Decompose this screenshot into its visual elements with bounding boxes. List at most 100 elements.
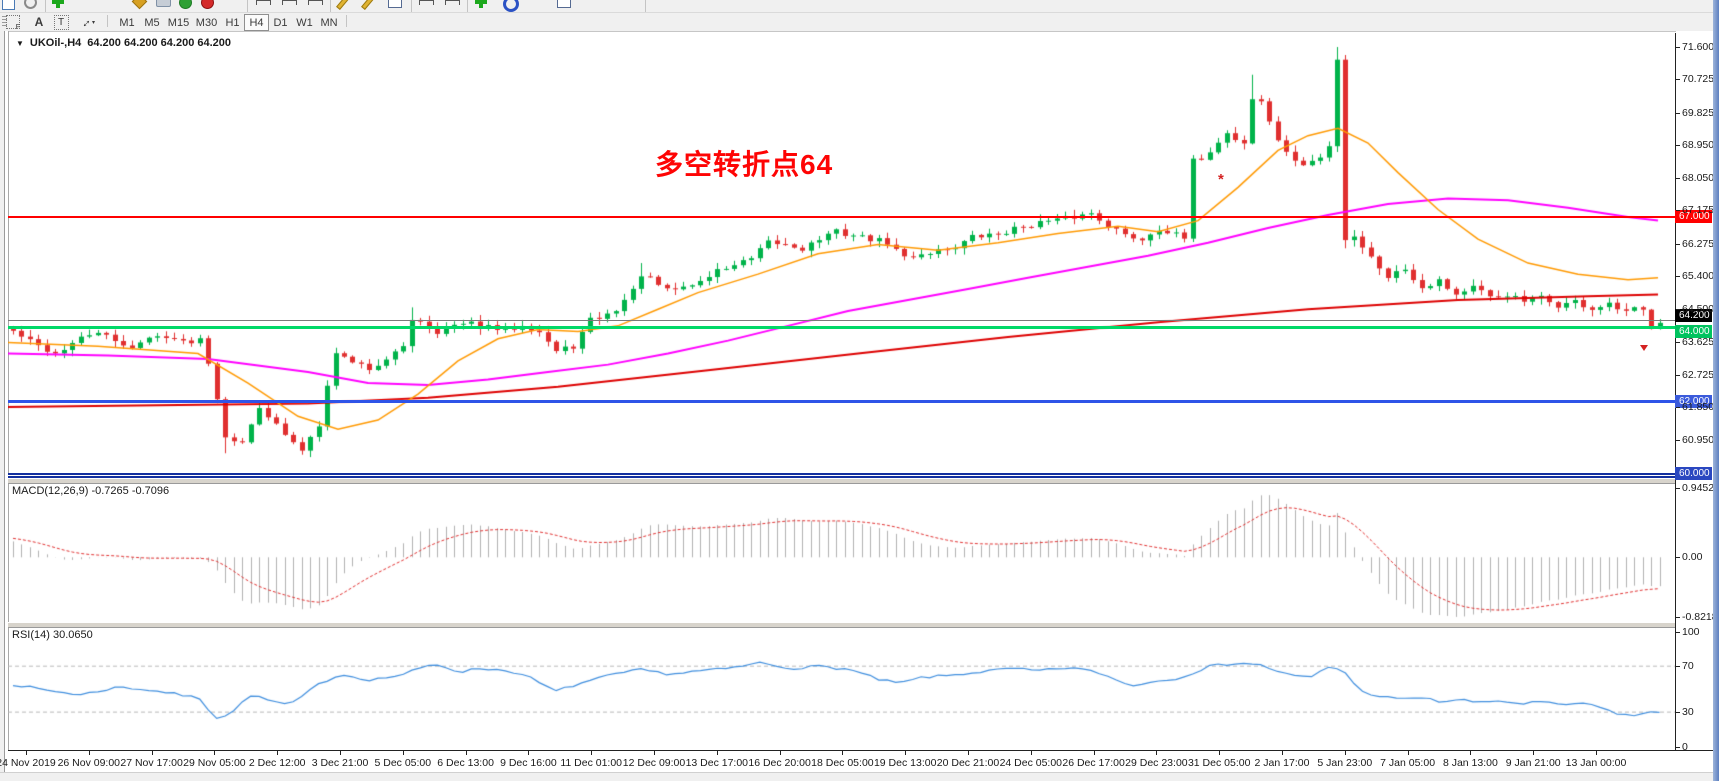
arrows-tool-icon: ↔ [75,12,95,32]
data-window-button[interactable] [388,0,402,8]
symbol-period-label: UKOil-,H4 [29,37,82,49]
time-label: 24 Dec 05:00 [999,757,1063,769]
tf-button-m5[interactable]: M5 [144,16,160,29]
main-chart-canvas[interactable] [8,33,1675,478]
templates-tool[interactable]: F [4,14,22,31]
time-tick [26,751,27,755]
time-label: 2 Dec 12:00 [248,757,306,769]
price-badge-60000: 60.000 [1675,466,1712,480]
hline-64000-line[interactable] [8,326,1675,330]
macd-tick [1676,617,1680,619]
rsi-tick [1676,712,1680,714]
rsi-tick [1676,666,1680,668]
toolbar-grip[interactable] [2,16,7,28]
add-indicator-button[interactable] [475,0,487,8]
tf-button-h4[interactable]: H4 [244,14,269,31]
refresh-icon [503,0,519,12]
time-label: 2 Jan 17:00 [1254,757,1310,769]
time-axis[interactable]: 24 Nov 2019 26 Nov 09:00 27 Nov 17:00 29 No… [0,750,1713,773]
time-label: 13 Jan 00:00 [1565,757,1627,769]
toolbar-separator [330,0,331,12]
hline-67000-line[interactable] [8,215,1675,218]
time-label: 16 Dec 20:00 [748,757,811,769]
arrows-tool[interactable]: ↔ ▾ [75,12,96,32]
add-chart-icon [52,0,64,8]
rsi-pane[interactable]: RSI(14) 30.0650 [8,626,1675,750]
window-right-border[interactable] [1713,0,1719,781]
price-tick [1676,112,1680,114]
autoscroll-icon [256,0,271,5]
macd-tick-label: 0.00 [1682,551,1703,564]
time-tick [779,751,781,755]
macd-pane[interactable]: MACD(12,26,9) -0.7265 -0.7096 [8,482,1675,622]
price-tick [1676,440,1680,442]
tf-button-w1[interactable]: W1 [296,16,313,29]
tf-button-m15[interactable]: M15 [167,16,190,29]
new-chart-button[interactable] [2,0,15,10]
time-tick [1407,751,1409,755]
chart-dropdown-icon[interactable]: ▼ [16,38,24,48]
templates-tool-icon: F [6,15,20,31]
tf-button-h1[interactable]: H1 [225,16,240,29]
zoom-out-button[interactable] [445,0,460,5]
zoom-in-button[interactable] [419,0,434,5]
time-label: 29 Dec 23:00 [1125,757,1188,769]
main-chart-pane[interactable]: ▼ UKOil-,H4 64.200 64.200 64.200 64.200 … [8,33,1675,478]
price-badge-67000: 67.000 [1675,210,1712,224]
chart-title: ▼ UKOil-,H4 64.200 64.200 64.200 64.200 [16,37,231,49]
macd-canvas[interactable] [8,482,1675,622]
draw-crosshair-button[interactable] [361,0,374,10]
time-label: 26 Nov 09:00 [57,757,121,769]
stop-button[interactable] [201,0,214,9]
autoscroll-button[interactable] [256,0,271,5]
chart-shift-button[interactable] [282,0,297,5]
price-tick [1676,178,1680,180]
text-label-tool[interactable]: A [30,14,48,30]
zoom-out-icon [445,0,460,5]
time-tick [340,751,341,755]
tf-button-mn[interactable]: MN [320,16,338,29]
zoom-button[interactable] [24,0,37,9]
draw-cursor-icon [336,0,349,10]
price-tick [1676,407,1680,409]
time-tick [1219,751,1221,755]
chart-offset-button[interactable] [308,0,323,5]
zoom-in-icon [419,0,434,5]
price-tick-label: 68.950 [1682,138,1715,151]
time-tick [654,751,655,755]
toolbar-separator [247,0,248,12]
window-bottom-border [0,772,1713,781]
print-preview-button[interactable] [179,0,192,9]
macd-tick [1676,488,1680,490]
stop-icon [201,0,214,9]
text-box-tool[interactable]: T [52,14,70,30]
hline-64200-line[interactable] [8,319,1675,321]
chart-window-button[interactable] [557,0,571,8]
rsi-tick [1676,631,1680,633]
price-axis[interactable]: 67.000 64.200 64.000 62.000 60.000 71.600 70.7… [1675,31,1718,753]
add-chart-button[interactable] [52,0,64,8]
rsi-canvas[interactable] [8,626,1675,750]
time-tick [528,751,530,755]
add-indicator-icon [475,0,487,8]
new-order-button[interactable] [131,0,148,10]
draw-cursor-button[interactable] [336,0,349,10]
time-tick [214,751,216,755]
time-tick [716,751,718,755]
tf-button-m1[interactable]: M1 [119,16,135,29]
price-tick-label: 71.600 [1682,41,1715,54]
time-label: 31 Dec 05:00 [1187,757,1251,769]
price-tick-label: 69.825 [1682,106,1715,119]
zoom-icon [24,0,37,9]
rsi-tick-label: 0 [1682,740,1688,753]
refresh-button[interactable] [503,0,519,12]
tf-button-m30[interactable]: M30 [195,16,218,29]
print-button[interactable] [156,0,171,7]
plot-right-border [1675,33,1676,750]
tf-button-d1[interactable]: D1 [273,16,288,29]
hline-60000-line[interactable] [8,472,1675,478]
hline-62000-line[interactable] [8,400,1675,404]
time-label: 7 Jan 05:00 [1380,757,1436,769]
toolbar-separator [45,0,46,12]
